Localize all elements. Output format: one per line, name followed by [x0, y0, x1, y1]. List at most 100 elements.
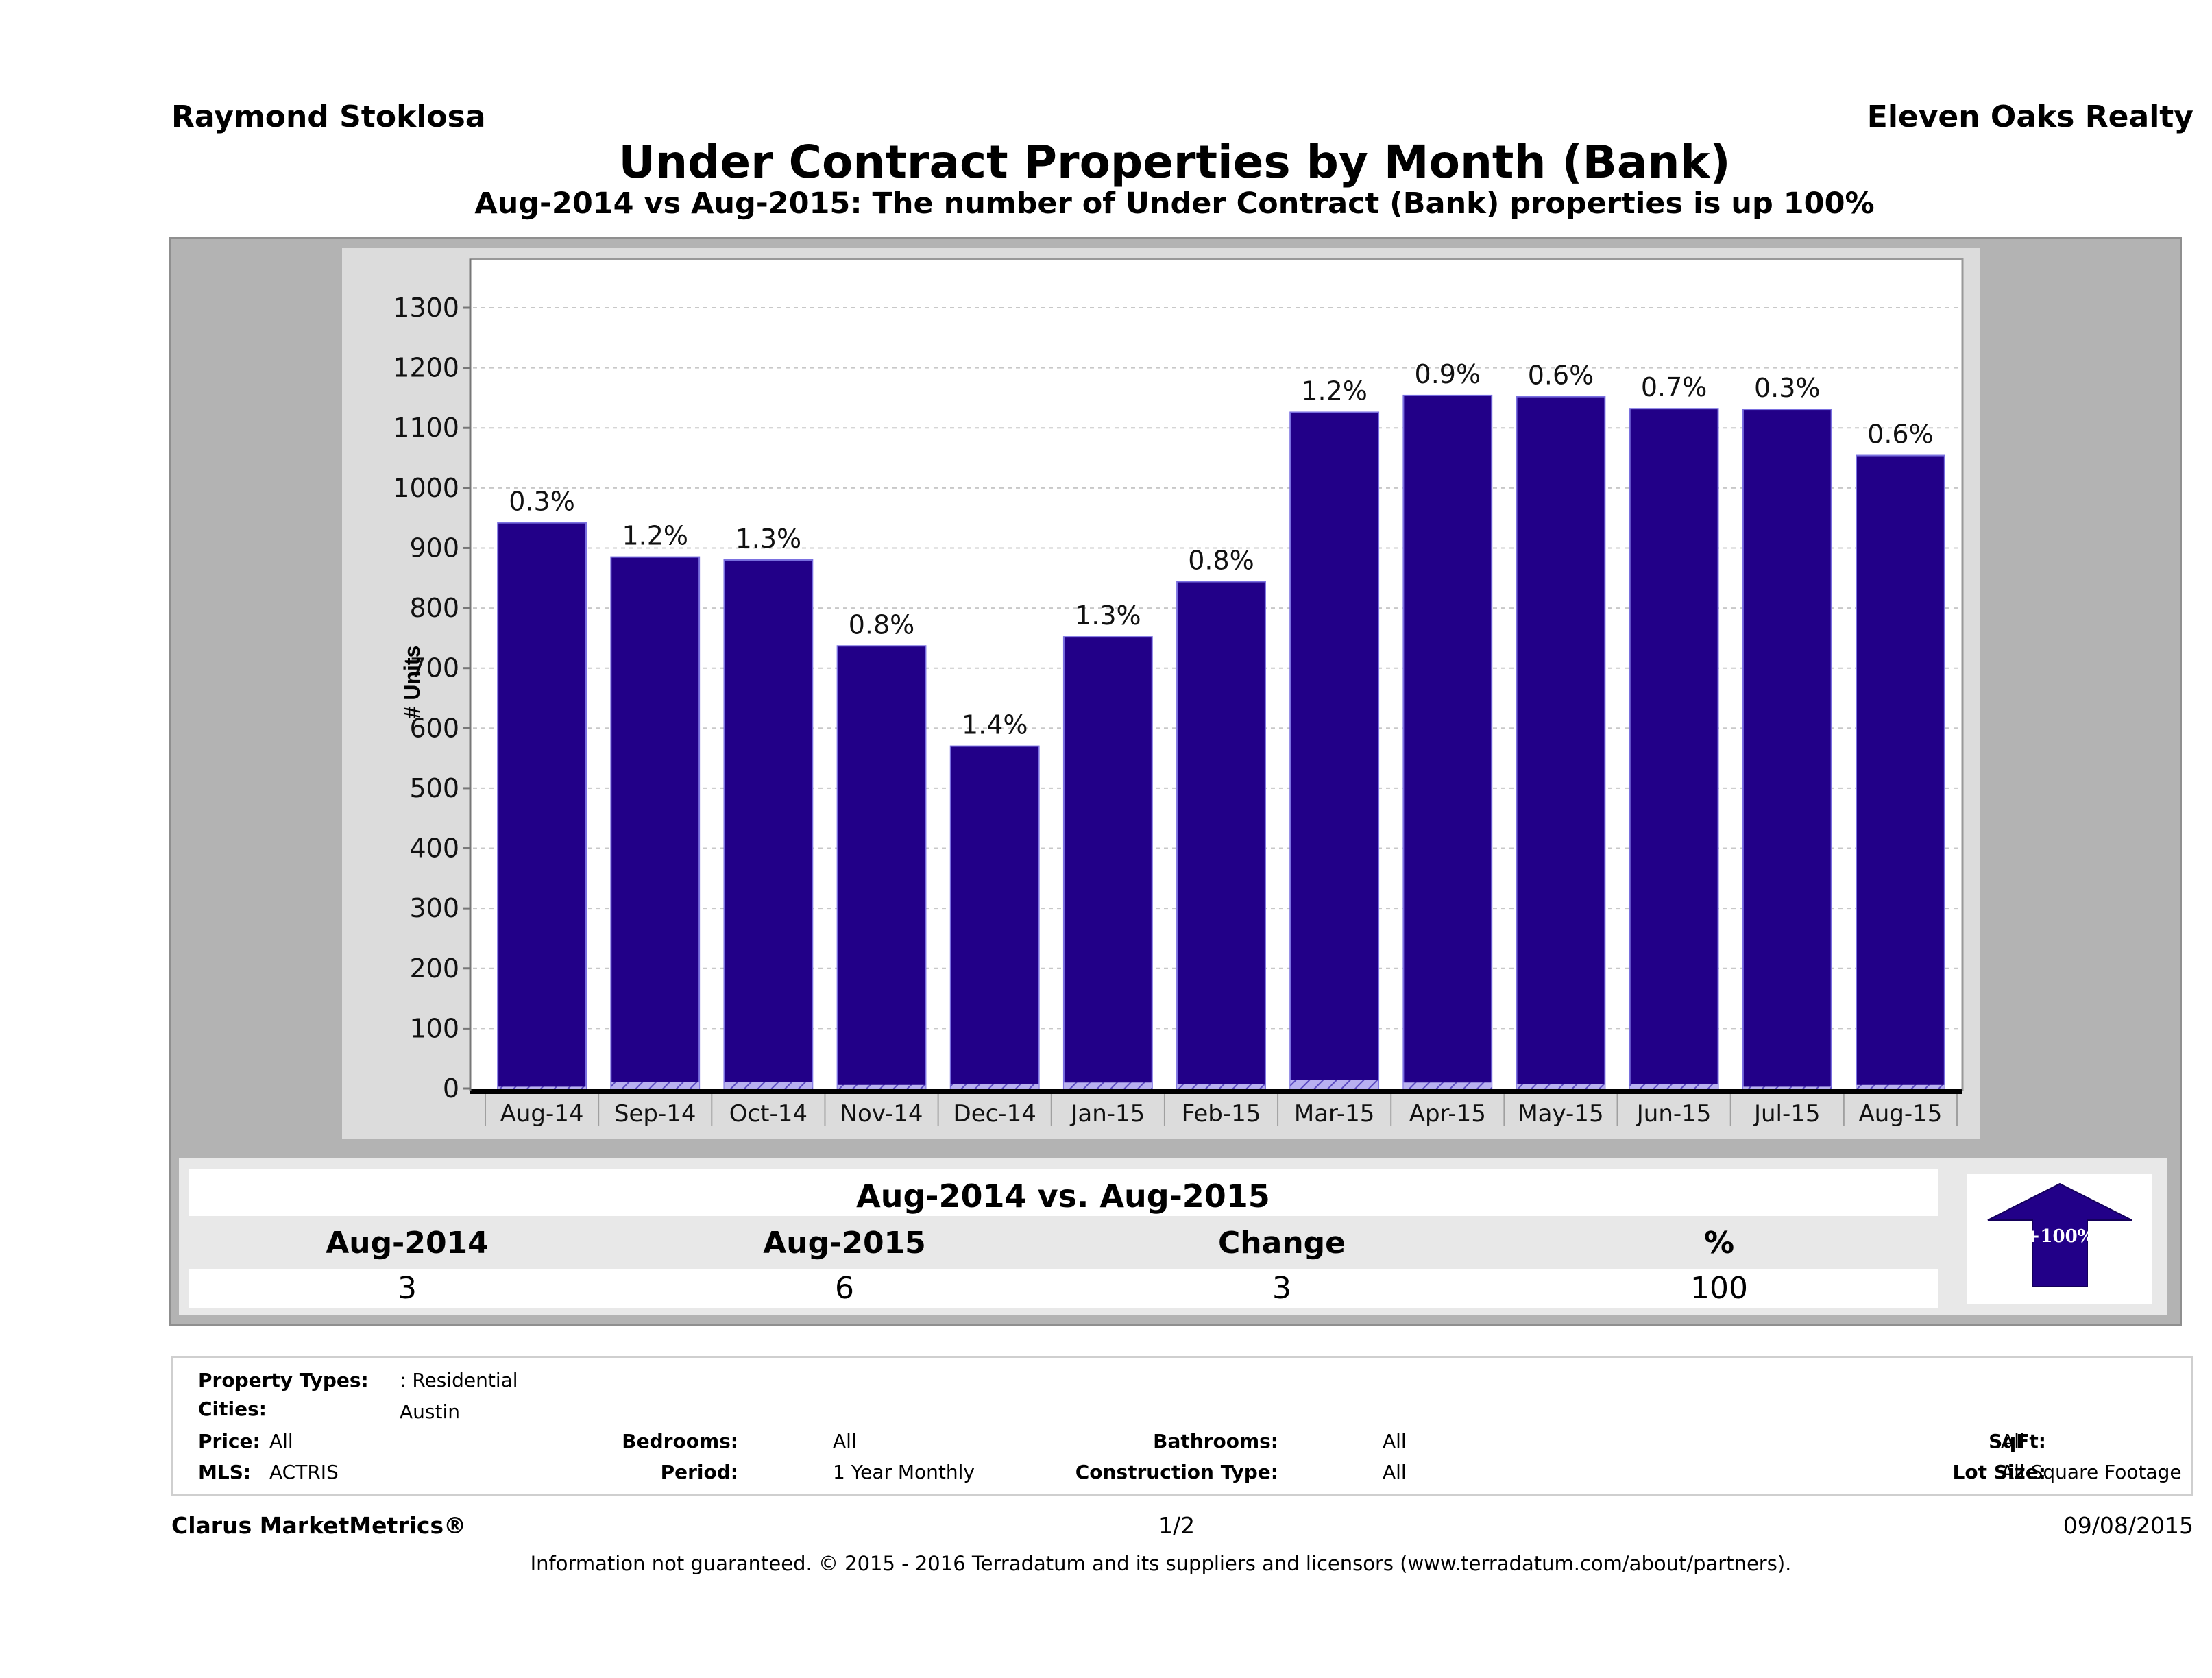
y-tick-label: 900 [409, 533, 459, 563]
bar-bank [1290, 1080, 1379, 1089]
bar-bank [1629, 1083, 1718, 1089]
data-label: 0.3% [509, 487, 575, 517]
x-tick-label: Jul-15 [1753, 1100, 1821, 1128]
bar-total [836, 645, 927, 1089]
bar-total [1629, 408, 1719, 1089]
data-label: 0.8% [849, 609, 915, 640]
bar-bank [498, 1086, 586, 1089]
y-tick-label: 1000 [393, 473, 459, 503]
header-change: Change [1218, 1226, 1346, 1261]
header-aug-2015: Aug-2015 [763, 1226, 926, 1261]
filter-value-price: All [269, 1430, 293, 1452]
data-label: 1.3% [736, 524, 802, 554]
x-tick-label: Sep-14 [614, 1100, 696, 1128]
filter-label-cities: Cities: [198, 1398, 267, 1420]
report-title: Under Contract Properties by Month (Bank… [618, 136, 1731, 189]
brokerage-name: Eleven Oaks Realty [1867, 99, 2193, 134]
y-tick-label: 0 [443, 1073, 459, 1104]
filter-label-sqft: SqFt: [1989, 1430, 2046, 1452]
y-tick-label: 200 [409, 953, 459, 984]
bar-total [949, 745, 1040, 1089]
data-label: 1.3% [1075, 600, 1141, 631]
header-aug-2014: Aug-2014 [326, 1226, 489, 1261]
y-tick-label: 800 [409, 593, 459, 623]
value-aug-2014: 3 [398, 1271, 417, 1306]
y-tick-label: 1100 [393, 413, 459, 443]
comparison-value-row: 3 6 3 100 [189, 1269, 1938, 1308]
bar-total [1742, 409, 1832, 1089]
y-tick-label: 1300 [393, 293, 459, 323]
filter-value-lot-size: All Square Footage [2001, 1461, 2182, 1483]
change-indicator: +100% [1967, 1174, 2152, 1304]
x-tick-label: Jan-15 [1069, 1100, 1145, 1128]
data-label: 0.7% [1641, 372, 1707, 402]
report-subtitle: Aug-2014 vs Aug-2015: The number of Unde… [474, 186, 1875, 221]
data-label: 1.2% [1301, 376, 1368, 406]
bar-chart: 0 100 200 300 400 500 600 700 800 900 1000 1100 1200… [393, 258, 1964, 1128]
filter-value-bathrooms: All [1383, 1430, 1407, 1452]
x-tick-label: Aug-14 [500, 1100, 584, 1128]
bar-bank [837, 1084, 926, 1089]
data-label: 0.8% [1188, 546, 1254, 576]
bar-bank [724, 1082, 813, 1089]
filter-label-property-types: Property Types: [198, 1369, 369, 1391]
filter-label-construction-type: Construction Type: [1075, 1461, 1278, 1483]
bar-bank [611, 1082, 700, 1089]
bar-bank [1403, 1082, 1492, 1089]
filter-summary: Property Types: : Residential Cities: Au… [171, 1356, 2193, 1496]
x-tick-label: Nov-14 [840, 1100, 923, 1128]
y-tick-label: 1200 [393, 353, 459, 383]
up-arrow-icon: +100% [1987, 1182, 2132, 1287]
x-tick-label: Dec-14 [953, 1100, 1036, 1128]
bar-total [1176, 581, 1266, 1089]
agent-name: Raymond Stoklosa [171, 99, 486, 134]
y-tick-label: 300 [409, 893, 459, 923]
comparison-header-row: Aug-2014 Aug-2015 Change % [189, 1223, 1938, 1263]
bar-bank [1516, 1084, 1605, 1089]
filter-value-cities: Austin [400, 1400, 460, 1423]
x-tick-label: Mar-15 [1294, 1100, 1375, 1128]
change-badge: +100% [2026, 1226, 2095, 1247]
filter-label-period: Period: [660, 1461, 738, 1483]
bar-total [723, 559, 814, 1089]
data-label: 1.2% [622, 521, 688, 551]
comparison-title: Aug-2014 vs. Aug-2015 [856, 1178, 1270, 1215]
data-labels: 0.3% 1.2% 1.3% 0.8% 1.4% 1.3% 0.8% 1.2% 0.9% 0.6%… [509, 359, 1933, 740]
report-date: 09/08/2015 [2063, 1512, 2193, 1539]
bar-bank [950, 1083, 1039, 1089]
bars [497, 394, 1945, 1089]
comparison-title-box [189, 1169, 1938, 1216]
disclaimer: Information not guaranteed. © 2015 - 201… [530, 1552, 1792, 1575]
y-tick-label: 400 [409, 834, 459, 864]
product-name: Clarus MarketMetrics® [171, 1512, 467, 1539]
page-number: 1/2 [1158, 1512, 1195, 1539]
value-aug-2015: 6 [835, 1271, 854, 1306]
x-tick-label: Feb-15 [1182, 1100, 1261, 1128]
filter-label-bedrooms: Bedrooms: [622, 1430, 738, 1452]
data-label: 0.6% [1867, 420, 1934, 450]
data-label: 1.4% [962, 710, 1028, 740]
y-tick-label: 600 [409, 713, 459, 743]
y-axis-label: # Units [400, 646, 424, 719]
y-tick-label: 700 [409, 653, 459, 683]
x-axis-ticks: Aug-14 Sep-14 Oct-14 Nov-14 Dec-14 Jan-15 Feb-… [485, 1094, 1958, 1128]
x-tick-label: Oct-14 [729, 1100, 807, 1128]
bar-bank [1742, 1086, 1832, 1089]
filter-label-mls: MLS: [198, 1461, 252, 1483]
y-axis-ticks: 0 100 200 300 400 500 600 700 800 900 1000 1100 1200… [393, 293, 470, 1104]
filter-value-construction-type: All [1383, 1461, 1407, 1483]
x-tick-label: Apr-15 [1409, 1100, 1486, 1128]
bar-total [1289, 411, 1380, 1089]
filter-label-bathrooms: Bathrooms: [1153, 1430, 1278, 1452]
filter-value-mls: ACTRIS [269, 1461, 339, 1483]
bar-total [497, 522, 587, 1089]
value-change: 3 [1272, 1271, 1291, 1306]
bar-total [1856, 454, 1945, 1089]
filter-label-lot-size: Lot Size: [1952, 1461, 2046, 1483]
filter-value-bedrooms: All [833, 1430, 857, 1452]
filter-value-property-types: : Residential [400, 1369, 518, 1391]
bar-total [1062, 636, 1153, 1089]
bar-bank [1856, 1084, 1945, 1089]
data-label: 0.6% [1528, 361, 1594, 391]
bar-total [1402, 394, 1493, 1089]
